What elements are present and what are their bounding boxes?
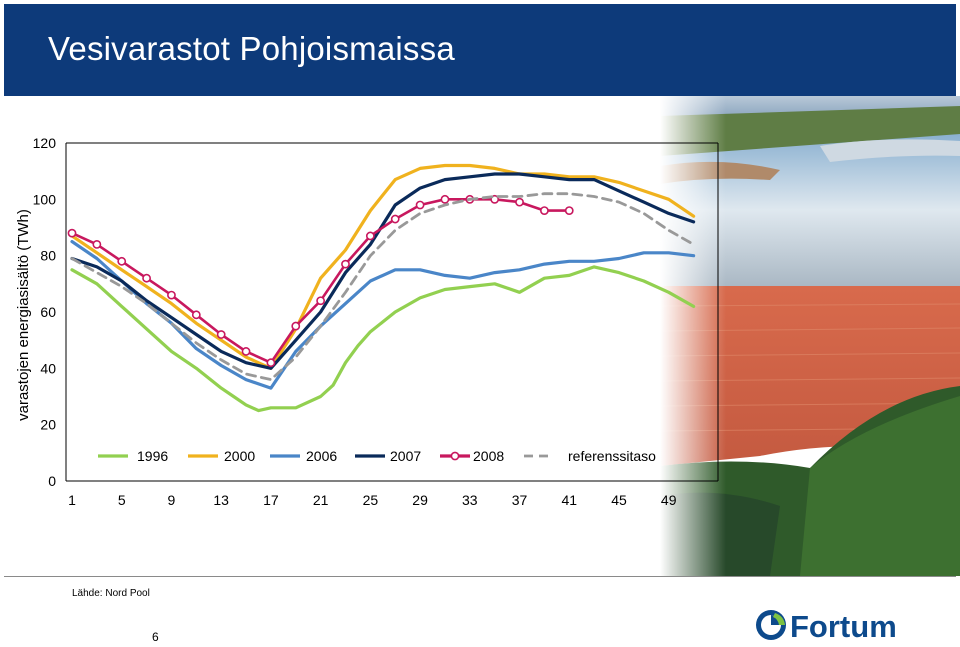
- x-tick-label: 5: [118, 492, 126, 508]
- x-tick-label: 41: [561, 492, 577, 508]
- series-point-2008: [117, 256, 127, 266]
- series-point-2008: [515, 197, 524, 207]
- x-tick-label: 1: [68, 492, 76, 508]
- x-tick-label: 33: [462, 492, 478, 508]
- series-point-2008: [341, 259, 350, 269]
- x-tick-label: 21: [313, 492, 329, 508]
- legend-label: 1996: [137, 448, 168, 464]
- page-title: Vesivarastot Pohjoismaissa: [48, 30, 455, 67]
- series-point-2008: [67, 228, 77, 238]
- y-tick-label: 100: [33, 191, 57, 207]
- x-tick-label: 29: [412, 492, 428, 508]
- x-tick-label: 25: [363, 492, 379, 508]
- y-tick-label: 80: [40, 248, 56, 264]
- series-point-2008: [440, 194, 450, 204]
- footer-divider: [4, 576, 956, 577]
- series-point-2008: [415, 200, 425, 210]
- x-tick-label: 45: [611, 492, 627, 508]
- x-tick-label: 13: [213, 492, 229, 508]
- fortum-logo-icon: [756, 610, 786, 640]
- legend-label: referenssitaso: [568, 448, 656, 464]
- series-point-2008: [191, 310, 201, 320]
- fortum-logo: Fortum: [756, 609, 897, 644]
- series-point-2008: [241, 347, 251, 356]
- series-point-2008: [564, 206, 574, 215]
- x-tick-label: 9: [168, 492, 176, 508]
- x-tick-label: 17: [263, 492, 279, 508]
- series-line-referenssitaso: [70, 192, 695, 382]
- series-lines: [67, 163, 696, 413]
- series-point-2008: [539, 206, 549, 215]
- x-tick-labels: 1 5 9 13 17 21 25 29 33 37 41 45 49: [68, 492, 677, 508]
- series-point-2008: [92, 239, 102, 249]
- page-number: 6: [152, 630, 159, 644]
- series-point-2008: [316, 296, 326, 306]
- y-axis-label: varastojen energiasisältö (TWh): [15, 209, 32, 421]
- series-point-2008: [266, 358, 276, 368]
- y-tick-label: 40: [40, 360, 56, 376]
- reservoir-photo: [660, 96, 960, 576]
- y-tick-label: 120: [33, 135, 57, 151]
- y-tick-label: 0: [48, 473, 56, 489]
- legend-label: 2007: [390, 448, 421, 464]
- legend-label: 2000: [224, 448, 255, 464]
- x-tick-label: 49: [661, 492, 677, 508]
- y-tick-label: 20: [40, 417, 56, 433]
- series-line-2000: [70, 163, 696, 370]
- x-tick-label: 37: [512, 492, 528, 508]
- series-point-2008: [291, 321, 301, 331]
- y-tick-labels: 0 20 40 60 80 100 120: [33, 135, 57, 489]
- legend: 1996 2000 2006 2007 2008 referenssitaso: [98, 448, 656, 464]
- series-line-1996: [70, 265, 696, 413]
- series-point-2008: [167, 290, 176, 300]
- series-point-2008: [390, 214, 400, 224]
- series-point-2008: [365, 231, 375, 241]
- y-tick-label: 60: [40, 304, 56, 320]
- fortum-logo-text: Fortum: [790, 609, 897, 644]
- legend-marker: [450, 451, 460, 461]
- series-line-2007: [70, 172, 696, 370]
- series-point-2008: [142, 273, 151, 283]
- legend-label: 2006: [306, 448, 337, 464]
- series-point-2008: [216, 330, 226, 339]
- header-bar: Vesivarastot Pohjoismaissa: [4, 4, 956, 96]
- source-note: Lähde: Nord Pool: [72, 588, 150, 599]
- legend-label: 2008: [473, 448, 504, 464]
